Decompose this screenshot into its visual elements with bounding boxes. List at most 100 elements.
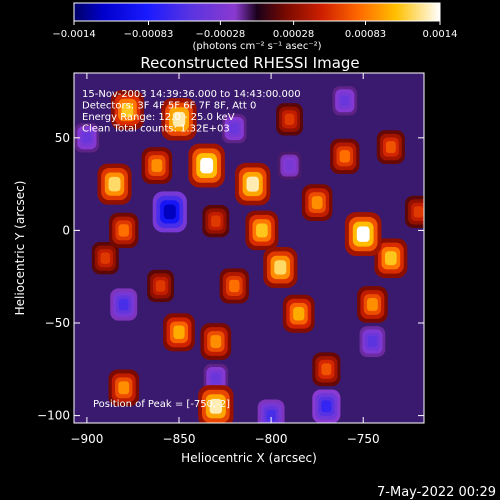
heatmap-cell bbox=[200, 157, 214, 174]
heatmap-features bbox=[74, 86, 424, 423]
heatmap-blob bbox=[235, 162, 271, 206]
heatmap-blob bbox=[202, 204, 230, 238]
heatmap-cell bbox=[321, 400, 332, 413]
peak-position-label: Position of Peak = [-750,-2] bbox=[93, 399, 230, 410]
heatmap-cell bbox=[155, 280, 166, 292]
x-tick-label: −900 bbox=[70, 432, 103, 446]
heatmap-blob bbox=[109, 212, 139, 249]
heatmap-blob bbox=[301, 184, 333, 221]
colorbar-tick-label: 0.0014 bbox=[423, 29, 458, 40]
heatmap-blob bbox=[257, 399, 285, 423]
heatmap-cell bbox=[340, 95, 350, 106]
annotation-line: Clean Total counts: 1.32E+03 bbox=[82, 124, 230, 135]
annotation-line: 15-Nov-2003 14:39:36.000 to 14:43:00.000 bbox=[82, 89, 301, 100]
colorbar-tick-label: 0.00028 bbox=[273, 29, 314, 40]
heatmap-blob bbox=[152, 191, 187, 233]
colorbar-tick-label: 0.00083 bbox=[345, 29, 386, 40]
annotation-block: 15-Nov-2003 14:39:36.000 to 14:43:00.000… bbox=[82, 89, 301, 135]
heatmap-blob bbox=[312, 352, 341, 387]
heatmap-cell bbox=[321, 363, 332, 376]
heatmap-cell bbox=[82, 132, 92, 143]
heatmap-blob bbox=[405, 195, 424, 229]
heatmap-blob bbox=[359, 326, 386, 357]
chart-title: Reconstructed RHESSI Image bbox=[140, 54, 359, 72]
heatmap-cell bbox=[108, 176, 121, 192]
heatmap-cell bbox=[211, 373, 221, 384]
heatmap-cell bbox=[100, 252, 111, 264]
heatmap-blob bbox=[91, 242, 119, 275]
plot-frame bbox=[73, 72, 425, 424]
heatmap-blob bbox=[312, 389, 341, 423]
axes-ticks: −900 −850 −800 −750 −100 −50 0 50 bbox=[37, 73, 424, 446]
heatmap-blob bbox=[357, 286, 388, 323]
heatmap-cell bbox=[118, 298, 129, 311]
heatmap-blob bbox=[110, 288, 138, 321]
heatmap-blob bbox=[108, 369, 140, 407]
heatmap-cell bbox=[173, 325, 185, 339]
heatmap-cell bbox=[172, 111, 186, 127]
heatmap-cell bbox=[118, 224, 129, 237]
heatmap-cell bbox=[367, 298, 378, 311]
heatmap-cell bbox=[285, 160, 294, 171]
annotation-line: Detectors: 3F 4F 5F 6F 7F 8F, Att 0 bbox=[82, 101, 256, 112]
heatmap-blob bbox=[344, 212, 382, 257]
heatmap-cell bbox=[413, 206, 424, 218]
heatmap-blob bbox=[97, 163, 132, 205]
heatmap-blob bbox=[276, 103, 303, 136]
heatmap-cell bbox=[256, 223, 268, 238]
heatmap-blob bbox=[374, 238, 408, 278]
heatmap-cell bbox=[229, 123, 239, 134]
heatmap-cell bbox=[385, 251, 397, 266]
heatmap-cell bbox=[311, 196, 323, 210]
heatmap-blob bbox=[376, 130, 405, 164]
y-tick-label: 50 bbox=[55, 131, 70, 145]
heatmap-cell bbox=[151, 159, 163, 173]
heatmap-blob bbox=[282, 294, 315, 333]
heatmap-blob bbox=[198, 385, 234, 423]
heatmap-blob bbox=[200, 323, 232, 360]
colorbar-ticks: −0.0014 −0.00083 −0.00028 0.00028 0.00083 0.0… bbox=[52, 21, 458, 40]
colorbar-tick-label: −0.0014 bbox=[52, 29, 95, 40]
heatmap-cell bbox=[367, 336, 377, 347]
heatmap-blob bbox=[74, 123, 100, 153]
heatmap-blob bbox=[110, 90, 144, 130]
heatmap-blob bbox=[332, 86, 358, 116]
heatmap-cell bbox=[118, 381, 130, 395]
heatmap-cell bbox=[229, 279, 240, 293]
heatmap-cell bbox=[163, 204, 176, 220]
y-tick-label: −100 bbox=[37, 409, 70, 423]
heatmap-cell bbox=[266, 409, 276, 422]
heatmap-cell bbox=[210, 335, 222, 348]
x-axis-label: Heliocentric X (arcsec) bbox=[181, 451, 317, 465]
x-tick-label: −850 bbox=[163, 432, 196, 446]
colorbar bbox=[73, 2, 441, 22]
y-tick-label: −50 bbox=[45, 316, 70, 330]
annotation-line: Energy Range: 12.0 - 25.0 keV bbox=[82, 112, 235, 123]
heatmap-blob bbox=[330, 138, 360, 174]
heatmap-blob bbox=[147, 269, 175, 303]
heatmap-cell bbox=[385, 141, 396, 154]
y-axis-label: Heliocentric Y (arcsec) bbox=[13, 181, 27, 316]
heatmap-blob bbox=[161, 98, 197, 141]
heatmap-blob bbox=[263, 246, 298, 288]
x-tick-label: −750 bbox=[347, 432, 380, 446]
heatmap-cell bbox=[339, 150, 350, 163]
heatmap-blob bbox=[141, 147, 173, 184]
heatmap-cell bbox=[356, 226, 370, 242]
heatmap-cell bbox=[211, 215, 221, 227]
y-tick-label: 0 bbox=[62, 223, 70, 237]
heatmap-cell bbox=[246, 176, 259, 192]
heatmap-blob bbox=[188, 143, 225, 188]
heatmap-blob bbox=[222, 113, 247, 144]
heatmap-blob bbox=[163, 313, 195, 352]
heatmap-blob bbox=[245, 210, 279, 251]
heatmap-cell bbox=[209, 398, 223, 414]
colorbar-tick-label: −0.00028 bbox=[196, 29, 246, 40]
heatmap-blob bbox=[277, 151, 302, 180]
footer-date: 7-May-2022 00:29 bbox=[377, 485, 496, 500]
colorbar-unit-label: (photons cm⁻² s⁻¹ asec⁻²) bbox=[192, 41, 321, 52]
heatmap-cell bbox=[274, 260, 287, 275]
colorbar-tick-label: −0.00083 bbox=[124, 29, 174, 40]
heatmap-cell bbox=[284, 113, 295, 125]
